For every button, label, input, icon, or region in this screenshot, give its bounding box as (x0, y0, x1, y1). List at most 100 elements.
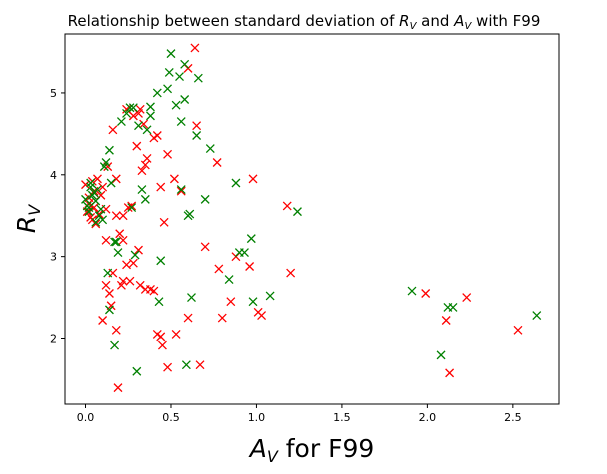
x-tick-label: 0.5 (162, 411, 180, 424)
plot-frame (64, 33, 560, 405)
data-point-series-2 (125, 103, 135, 113)
data-point-series-2 (166, 49, 176, 59)
data-point-series-2 (101, 158, 111, 167)
data-point-series-2 (137, 185, 147, 194)
data-point-series-1 (183, 313, 193, 323)
data-point-series-1 (226, 297, 236, 307)
data-point-series-2 (176, 185, 186, 194)
data-point-series-2 (142, 125, 152, 135)
data-point-series-1 (137, 166, 147, 176)
data-point-series-1 (214, 264, 224, 274)
data-point-series-2 (192, 131, 202, 140)
data-point-series-2 (436, 350, 446, 360)
data-point-series-1 (200, 242, 210, 252)
data-point-series-1 (134, 245, 143, 255)
data-point-series-2 (154, 297, 164, 307)
data-point-series-1 (190, 43, 200, 53)
chart-title: Relationship between standard deviation … (68, 12, 541, 32)
data-point-series-2 (132, 366, 142, 376)
data-point-series-2 (185, 209, 195, 219)
data-point-series-1 (111, 174, 121, 184)
data-point-series-2 (91, 217, 101, 227)
data-point-series-2 (134, 121, 143, 131)
x-tick-label: 1.0 (248, 411, 266, 424)
data-point-series-1 (152, 131, 162, 140)
data-point-series-1 (98, 182, 108, 192)
data-point-series-2 (180, 59, 190, 69)
data-point-series-2 (163, 84, 173, 94)
data-point-series-2 (84, 207, 94, 217)
x-axis-ticks: 0.0 0.5 1.0 1.5 2.0 2.5 (77, 404, 522, 424)
data-point-series-1 (94, 209, 104, 219)
data-point-series-2 (106, 178, 116, 188)
data-point-series-2 (532, 311, 542, 321)
x-tick-label: 1.5 (333, 411, 351, 424)
data-point-series-2 (81, 194, 90, 204)
data-point-series-1 (93, 174, 102, 184)
data-point-series-1 (128, 258, 138, 268)
data-point-series-1 (98, 316, 108, 325)
data-point-series-1 (195, 360, 205, 370)
data-point-series-1 (159, 217, 169, 227)
data-point-series-1 (111, 325, 121, 335)
data-point-series-1 (118, 211, 128, 221)
data-point-series-1 (156, 182, 166, 192)
data-point-series-1 (142, 153, 152, 163)
data-point-series-1 (445, 368, 455, 378)
y-tick-label: 4 (50, 169, 57, 182)
data-point-series-2 (152, 88, 162, 98)
data-point-series-1 (163, 149, 173, 159)
data-point-series-1 (171, 329, 181, 339)
data-point-series-2 (91, 196, 101, 206)
data-point-series-1 (101, 235, 111, 245)
data-point-series-1 (217, 313, 227, 323)
data-point-series-1 (132, 141, 142, 151)
data-point-series-2 (200, 194, 210, 204)
data-point-series-2 (103, 268, 113, 278)
x-tick-label: 2.0 (419, 411, 437, 424)
data-point-series-2 (110, 237, 120, 247)
data-point-series-1 (128, 111, 138, 121)
data-point-series-2 (84, 203, 94, 212)
data-point-series-1 (140, 160, 150, 170)
data-point-series-1 (139, 119, 149, 129)
data-point-series-2 (293, 207, 302, 217)
data-point-series-1 (111, 211, 121, 221)
x-tick-label: 2.5 (504, 411, 522, 424)
data-point-series-1 (156, 332, 166, 342)
data-point-series-2 (146, 102, 155, 112)
data-point-series-2 (122, 108, 131, 118)
data-point-series-1 (81, 180, 90, 190)
data-point-series-2 (240, 248, 249, 258)
data-point-series-1 (257, 311, 267, 321)
data-point-series-2 (128, 103, 138, 113)
x-axis-label: AV for F99 (248, 434, 375, 466)
data-point-series-2 (175, 72, 184, 82)
data-point-series-1 (245, 262, 255, 271)
data-point-series-1 (421, 289, 431, 298)
data-point-series-1 (113, 383, 123, 393)
data-point-series-1 (513, 325, 523, 335)
x-tick-label: 0.0 (77, 411, 95, 424)
data-point-series-2 (248, 297, 258, 307)
data-point-series-1 (286, 268, 296, 278)
data-point-series-2 (96, 204, 106, 214)
data-point-series-2 (156, 256, 166, 266)
data-point-series-2 (187, 293, 196, 303)
data-points (81, 43, 542, 393)
data-point-series-2 (113, 248, 123, 258)
data-point-series-2 (448, 302, 458, 312)
data-point-series-2 (265, 291, 275, 301)
data-point-series-1 (108, 125, 118, 135)
data-point-series-1 (116, 280, 126, 290)
data-point-series-2 (407, 286, 417, 296)
data-point-series-1 (125, 276, 135, 286)
data-point-series-1 (135, 280, 145, 290)
data-point-series-2 (127, 203, 137, 212)
data-point-series-2 (164, 68, 174, 77)
y-tick-label: 2 (50, 333, 57, 346)
data-point-series-1 (212, 158, 222, 167)
data-point-series-1 (248, 174, 258, 184)
data-point-series-2 (205, 144, 215, 154)
